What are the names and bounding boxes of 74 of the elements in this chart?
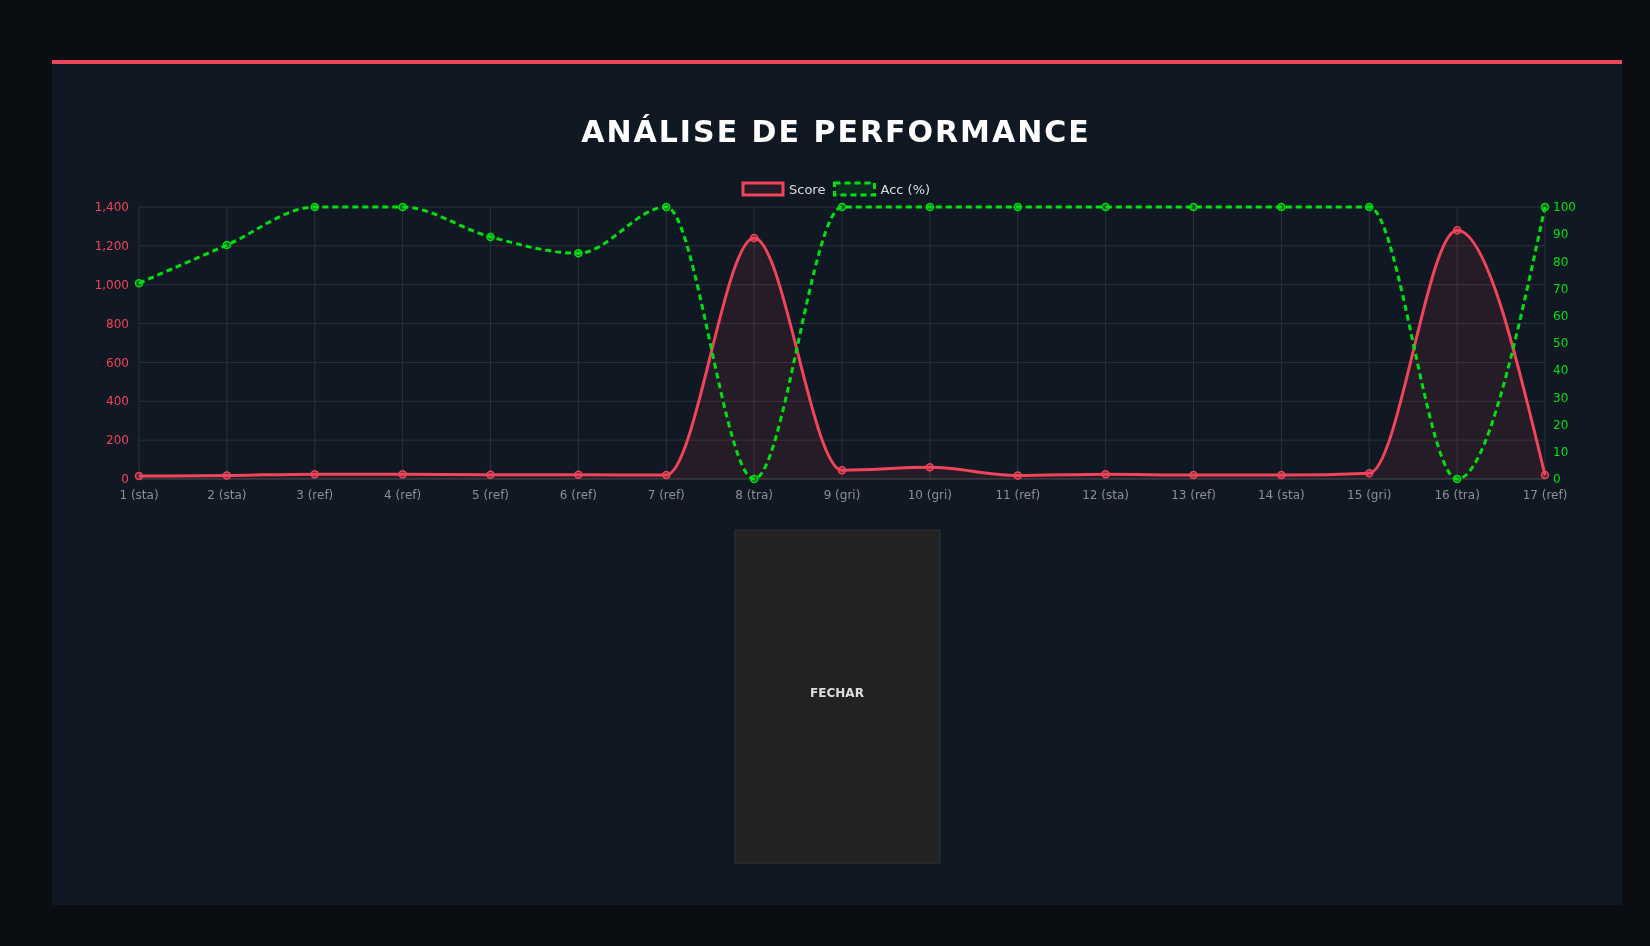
point — [925, 463, 935, 472]
point — [662, 470, 671, 480]
point — [1365, 202, 1374, 212]
x-tick-label: 16 (tra) — [1434, 488, 1480, 502]
point — [134, 278, 144, 288]
y-tick-label: 400 — [106, 394, 129, 409]
point — [749, 474, 759, 484]
y2-tick-label: 30 — [1553, 390, 1569, 405]
x-tick-label: 5 (ref) — [471, 488, 510, 502]
point — [925, 202, 935, 212]
x-tick-label: 4 (ref) — [384, 488, 422, 502]
point — [837, 466, 847, 475]
point — [1452, 474, 1462, 484]
y2-tick-label: 20 — [1553, 417, 1569, 432]
y-tick-label: 0 — [121, 472, 129, 487]
point — [1540, 202, 1550, 212]
x-tick-label: 13 (ref) — [1171, 488, 1216, 502]
x-tick-label: 1 (sta) — [119, 488, 159, 502]
x-tick-label: 2 (sta) — [207, 488, 247, 502]
y2-tick-label: 50 — [1553, 336, 1569, 351]
y-tick-label: 800 — [106, 316, 129, 331]
point — [134, 471, 144, 481]
point — [1277, 202, 1286, 212]
y2-tick-label: 80 — [1553, 254, 1569, 269]
point — [1277, 470, 1286, 480]
y-tick-label: 600 — [106, 355, 129, 370]
legend-label: Score — [789, 181, 826, 197]
y2-tick-label: 60 — [1553, 309, 1569, 323]
point — [1013, 202, 1022, 212]
point — [1540, 470, 1550, 480]
y2-tick-label: 0 — [1553, 472, 1561, 487]
point — [662, 202, 671, 212]
x-tick-label: 12 (sta) — [1082, 488, 1130, 502]
x-tick-label: 8 (tra) — [735, 488, 774, 502]
point — [486, 232, 495, 242]
point — [1189, 202, 1198, 212]
point — [1101, 202, 1110, 212]
x-tick-label: 7 (ref) — [647, 488, 685, 502]
close-button: FECHAR — [734, 529, 941, 864]
point — [1101, 469, 1110, 479]
y-tick-label: 1,400 — [94, 200, 129, 215]
point — [398, 202, 407, 212]
x-tick-label: 9 (gri) — [823, 488, 861, 502]
x-tick-label: 10 (gri) — [907, 488, 953, 502]
y2-tick-label: 70 — [1553, 281, 1569, 296]
x-tick-label: 6 (ref) — [559, 488, 597, 502]
x-tick-label: 3 (ref) — [296, 488, 334, 502]
point — [1452, 226, 1462, 235]
point — [837, 202, 847, 212]
point — [222, 471, 232, 480]
y2-tick-label: 40 — [1553, 363, 1569, 378]
y-tick-label: 1,200 — [94, 239, 129, 254]
y2-tick-label: 90 — [1553, 227, 1569, 242]
point — [749, 233, 759, 243]
point — [486, 470, 495, 479]
chart-title: ANÁLISE DE PERFORMANCE — [581, 114, 1091, 149]
point — [1365, 468, 1374, 478]
y-tick-label: 200 — [106, 433, 129, 448]
point — [398, 469, 407, 479]
point — [574, 470, 583, 479]
y2-tick-label: 100 — [1553, 200, 1576, 215]
x-tick-label: 14 (sta) — [1257, 488, 1305, 502]
point — [310, 202, 319, 212]
x-tick-label: 11 (ref) — [995, 488, 1041, 502]
point — [574, 248, 583, 258]
point — [1013, 471, 1022, 480]
legend-label: Acc (%) — [880, 181, 931, 197]
point — [1189, 470, 1198, 480]
point — [222, 240, 232, 250]
point — [310, 469, 319, 479]
y2-tick-label: 10 — [1553, 445, 1569, 459]
y-tick-label: 1,000 — [94, 277, 129, 292]
x-tick-label: 15 (gri) — [1347, 488, 1392, 502]
x-tick-label: 17 (ref) — [1522, 488, 1568, 502]
